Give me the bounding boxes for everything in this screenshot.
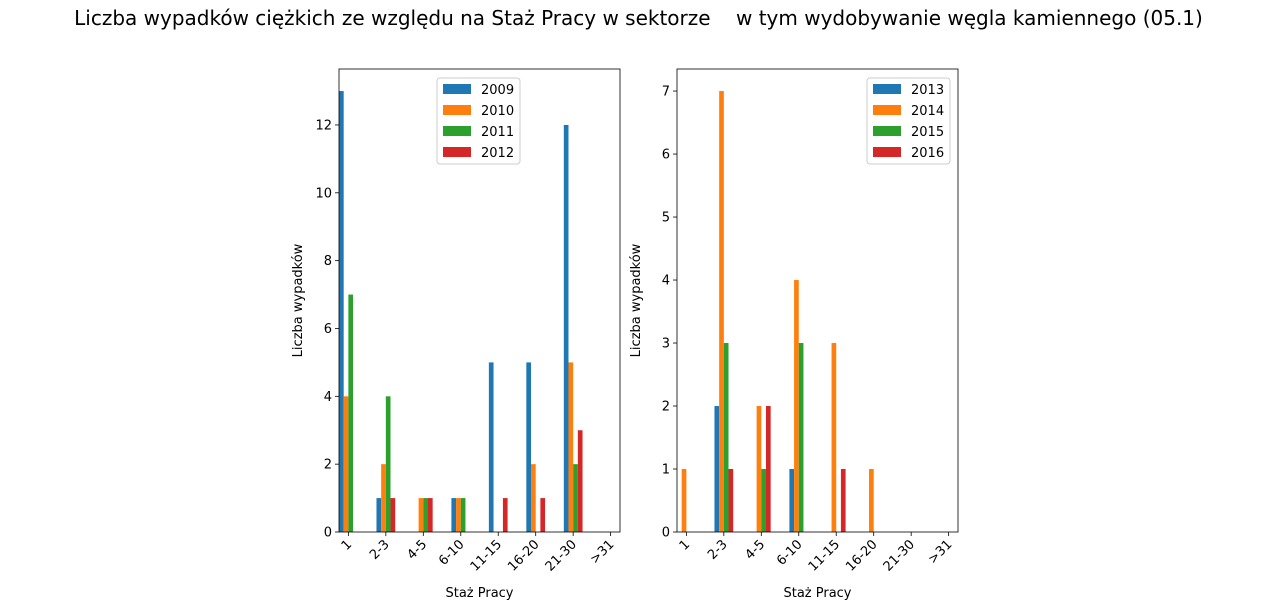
y-tick-label: 1 xyxy=(662,463,670,478)
bar-2015-6-10 xyxy=(798,343,804,532)
legend-swatch-2011 xyxy=(443,126,471,136)
y-tick-label: 7 xyxy=(662,85,670,100)
x-axis-label: Staż Pracy xyxy=(445,586,513,601)
bar-2010-4-5 xyxy=(418,498,424,532)
y-tick-label: 6 xyxy=(662,148,670,163)
left-bar-chart: 0 2 4 6 8 10 12 1 2-3 4-5 6-10 11-15 16-20 21-30 >31 St… xyxy=(291,68,621,601)
bar-2013-6-10 xyxy=(789,469,795,532)
legend-box xyxy=(866,77,951,165)
x-tick-label: 11-15 xyxy=(806,537,843,574)
legend-label-2014: 2014 xyxy=(911,104,944,119)
axes-frame xyxy=(676,68,959,533)
bar-2009-21-30 xyxy=(563,124,569,532)
bar-2010-21-30 xyxy=(568,362,574,532)
legend-label-2012: 2012 xyxy=(481,146,514,161)
y-tick-label: 4 xyxy=(662,274,670,289)
x-tick-label: 6-10 xyxy=(436,537,467,568)
legend-swatch-2016 xyxy=(873,147,901,157)
y-tick-label: 5 xyxy=(662,211,670,226)
y-tick-label: 3 xyxy=(662,337,670,352)
x-tick-label: 16-20 xyxy=(505,537,542,574)
legend-label-2010: 2010 xyxy=(481,104,514,119)
bar-2009-1 xyxy=(339,91,344,533)
bar-2014-4-5 xyxy=(756,406,762,532)
bar-2014-6-10 xyxy=(794,280,799,532)
bar-2016-4-5 xyxy=(765,406,771,532)
bar-2016-2-3 xyxy=(728,469,734,532)
x-tick-label: >31 xyxy=(587,537,617,567)
x-tick-label: 4-5 xyxy=(743,537,769,563)
legend-swatch-2009 xyxy=(443,84,471,94)
figure-title: Liczba wypadków ciężkich ze względu na S… xyxy=(74,6,1203,30)
bars-group xyxy=(681,91,874,533)
y-tick-label: 10 xyxy=(315,186,332,201)
bar-2009-16-20 xyxy=(526,362,532,532)
legend-label-2009: 2009 xyxy=(481,83,514,98)
bar-2010-2-3 xyxy=(381,464,386,532)
bar-2014-16-20 xyxy=(869,469,874,532)
bar-2010-6-10 xyxy=(456,498,461,532)
legend: 2009 2010 2011 2012 xyxy=(436,77,521,165)
legend-label-2011: 2011 xyxy=(481,125,514,140)
x-tick-label: 11-15 xyxy=(468,537,505,574)
x-tick-label: 1 xyxy=(339,537,355,553)
bar-2014-11-15 xyxy=(831,343,837,532)
bar-2009-2-3 xyxy=(376,498,382,532)
bar-2014-2-3 xyxy=(719,91,724,533)
bar-2011-6-10 xyxy=(460,498,466,532)
y-tick-label: 6 xyxy=(324,322,332,337)
bar-2015-4-5 xyxy=(761,469,766,532)
x-tick-label: 2-3 xyxy=(367,537,393,563)
y-axis-label: Liczba wypadków xyxy=(629,243,644,357)
legend-swatch-2010 xyxy=(443,105,471,115)
bar-2010-1 xyxy=(343,396,349,532)
y-tick-label: 8 xyxy=(324,254,332,269)
legend-label-2013: 2013 xyxy=(911,83,944,98)
y-tick-label: 12 xyxy=(315,118,332,133)
bar-2011-2-3 xyxy=(385,396,391,532)
y-tick-label: 4 xyxy=(324,390,332,405)
y-tick-label: 0 xyxy=(662,526,670,541)
bar-2009-6-10 xyxy=(451,498,457,532)
x-tick-label: 16-20 xyxy=(843,537,880,574)
legend-swatch-2013 xyxy=(873,84,901,94)
bar-2014-1 xyxy=(681,469,687,532)
legend-label-2015: 2015 xyxy=(911,125,944,140)
x-tick-label: 2-3 xyxy=(705,537,731,563)
x-tick-label: 6-10 xyxy=(774,537,805,568)
bar-2012-4-5 xyxy=(427,498,433,532)
bars-group xyxy=(339,91,583,533)
bar-2011-4-5 xyxy=(423,498,428,532)
y-tick-label: 2 xyxy=(662,400,670,415)
bar-2013-2-3 xyxy=(714,406,720,532)
bar-2012-11-15 xyxy=(502,498,508,532)
y-axis-label: Liczba wypadków xyxy=(291,243,306,357)
bar-2016-11-15 xyxy=(840,469,846,532)
x-tick-label: 1 xyxy=(677,537,693,553)
bar-2011-1 xyxy=(348,294,354,532)
y-tick-label: 2 xyxy=(324,458,332,473)
x-tick-label: 21-30 xyxy=(881,537,918,574)
legend-swatch-2015 xyxy=(873,126,901,136)
legend-swatch-2014 xyxy=(873,105,901,115)
bar-2011-21-30 xyxy=(573,464,578,532)
legend-label-2016: 2016 xyxy=(911,146,944,161)
bar-2012-2-3 xyxy=(390,498,396,532)
bar-2012-21-30 xyxy=(577,430,583,532)
legend-box xyxy=(436,77,521,165)
legend-swatch-2012 xyxy=(443,147,471,157)
bar-2012-16-20 xyxy=(540,498,546,532)
x-tick-label: 21-30 xyxy=(543,537,580,574)
legend: 2013 2014 2015 2016 xyxy=(866,77,951,165)
bar-2015-2-3 xyxy=(723,343,729,532)
bar-2010-16-20 xyxy=(531,464,536,532)
x-axis-label: Staż Pracy xyxy=(783,586,851,601)
axes-frame xyxy=(338,68,621,533)
y-tick-label: 0 xyxy=(324,526,332,541)
x-tick-label: 4-5 xyxy=(405,537,431,563)
bar-2009-11-15 xyxy=(488,362,494,532)
x-tick-label: >31 xyxy=(925,537,955,567)
